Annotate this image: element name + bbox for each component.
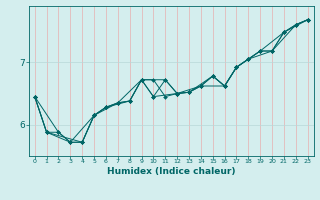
X-axis label: Humidex (Indice chaleur): Humidex (Indice chaleur) xyxy=(107,167,236,176)
